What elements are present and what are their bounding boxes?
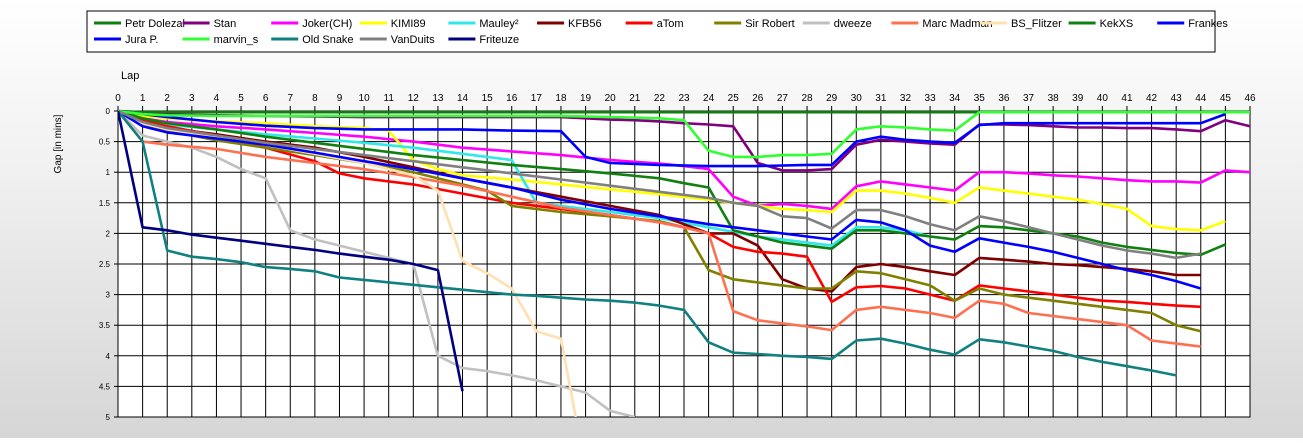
legend-label: Sir Robert [745,18,795,30]
series-group [118,109,1251,417]
x-tick-label: 20 [605,93,617,104]
y-tick-label: 1 [106,168,111,177]
x-tick-label: 12 [408,93,420,104]
x-tick-label: 31 [875,93,887,104]
legend-frame [86,10,1216,53]
x-tick-label: 34 [949,93,961,104]
legend-label: dweeze [834,18,872,30]
x-tick-label: 38 [1048,93,1060,104]
x-tick-label: 39 [1072,93,1084,104]
x-tick-label: 7 [287,93,293,104]
y-tick-label: 5 [106,413,111,422]
legend-label: marvin_s [214,34,259,46]
x-tick-label: 36 [998,93,1010,104]
x-tick-label: 46 [1244,93,1256,104]
series-line [118,109,1226,232]
legend-label: Petr Dolezal [125,18,185,30]
x-tick-label: 23 [678,93,690,104]
legend-label: KekXS [1100,18,1134,30]
x-tick-label: 0 [115,93,121,104]
x-tick-label: 19 [580,93,592,104]
series-line [118,109,1202,260]
series-line [118,109,1201,309]
series-line [118,110,464,392]
legend: Petr Dolezal Stan Joker(CH) KIMI89 Mauley² KF… [86,10,1228,53]
legend-label: Jura P. [125,34,158,46]
x-tick-label: 15 [482,93,494,104]
x-tick-label: 22 [654,93,666,104]
x-tick-label: 29 [826,93,838,104]
x-tick-label: 5 [238,93,244,104]
series-line [118,109,1226,168]
x-tick-label: 28 [801,93,813,104]
x-tick-label: 6 [263,93,269,104]
series-line [118,109,1226,257]
x-tick-label: 24 [703,93,715,104]
legend-label: Stan [214,18,237,30]
y-axis-label: Gap [in mins] [53,114,64,173]
x-tick-label: 44 [1195,93,1207,104]
x-tick-label: 33 [925,93,937,104]
x-axis-label: Lap [121,70,139,82]
legend-label: aTom [657,18,684,30]
x-tick-label: 42 [1146,93,1158,104]
legend-label: BS_Flitzer [1011,18,1062,30]
x-tick-label: 45 [1220,93,1232,104]
x-tick-label: 35 [974,93,986,104]
x-tick-label: 10 [359,93,371,104]
x-tick-label: 32 [900,93,912,104]
x-tick-label: 8 [312,93,318,104]
x-tick-label: 17 [531,93,543,104]
y-tick-label: 3 [106,291,111,300]
series-line [118,110,1201,348]
x-tick-label: 13 [432,93,444,104]
x-tick-label: 4 [214,93,220,104]
x-tick-label: 37 [1023,93,1035,104]
x-tick-label: 3 [189,93,195,104]
legend-label: Old Snake [302,34,353,46]
legend-label: KIMI89 [391,18,426,30]
y-tick-label: 3.5 [99,321,111,330]
x-tick-label: 16 [506,93,518,104]
x-tick-label: 14 [457,93,469,104]
y-tick-label: 0.5 [99,138,111,147]
series-line [118,110,1177,377]
y-tick-label: 4 [106,352,111,361]
legend-label: Mauley² [479,18,518,30]
x-tick-label: 1 [140,93,146,104]
series-line [118,109,955,247]
x-tick-label: 27 [777,93,789,104]
plot-area: 0 1 2 3 4 5 6 7 8 9 10 11 12 13 14 15 16 17 18 19 20 21 22 23 24… [99,93,1256,422]
x-tick-label: 41 [1121,93,1133,104]
x-tick-label: 40 [1097,93,1109,104]
x-tick-label: 30 [851,93,863,104]
y-tick-label: 0 [106,107,111,116]
x-tick-label: 11 [384,93,395,104]
series-line [118,109,1250,159]
x-tick-label: 21 [629,93,641,104]
series-line [118,109,1202,290]
legend-label: VanDuits [391,34,435,46]
y-tick-label: 2 [106,229,111,238]
x-tick-label: 9 [337,93,343,104]
series-line [118,109,1251,211]
y-tick-label: 4.5 [99,382,111,391]
x-tick-label: 26 [752,93,764,104]
y-tick-label: 2.5 [99,260,111,269]
x-tick-label: 18 [555,93,567,104]
y-tick-label: 1.5 [99,199,111,208]
legend-label: KFB56 [568,18,602,30]
x-tick-label: 25 [728,93,740,104]
legend-label: Joker(CH) [302,18,352,30]
legend-label: Friteuze [479,34,519,46]
x-tick-label: 2 [164,93,170,104]
legend-label: Marc Madman [922,18,992,30]
x-tick-label: 43 [1171,93,1183,104]
series-line [118,110,636,417]
legend-label: Frankes [1188,18,1228,30]
